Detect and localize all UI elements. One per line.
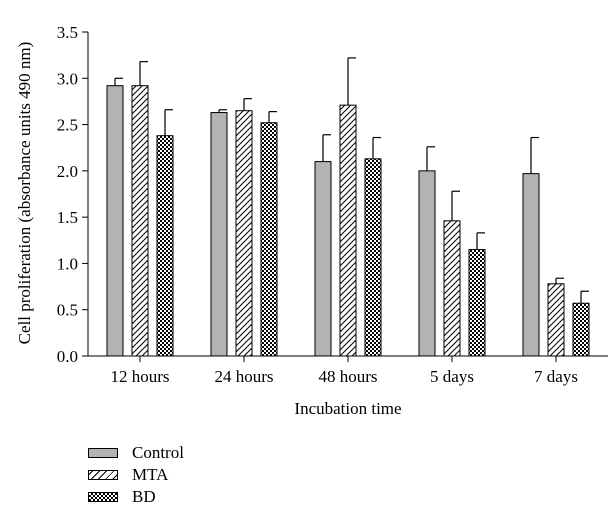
bar-control-1 — [106, 85, 124, 357]
bar-bd-3 — [364, 158, 382, 357]
legend-swatch-mta — [88, 470, 118, 480]
x-tick-label-4: 5 days — [430, 367, 474, 386]
bar-mta-4 — [443, 220, 461, 357]
y-tick-label-2: 0.5 — [57, 301, 78, 320]
bar-mta-5 — [547, 283, 565, 357]
y-tick-label-6: 2.5 — [57, 116, 78, 135]
y-tick-label-5: 2.0 — [57, 162, 78, 181]
y-tick-label-7: 3.0 — [57, 69, 78, 88]
bar-control-4 — [418, 170, 436, 357]
bar-control-3 — [314, 161, 332, 357]
legend-swatch-control — [88, 448, 118, 458]
x-tick-label-1: 12 hours — [110, 367, 169, 386]
legend-swatch-bd — [88, 492, 118, 502]
legend-label-bd: BD — [132, 487, 156, 506]
y-axis-title: Cell proliferation (absorbance units 490… — [15, 42, 34, 345]
bar-mta-2 — [235, 110, 253, 357]
x-tick-label-5: 7 days — [534, 367, 578, 386]
legend-label-control: Control — [132, 443, 184, 462]
legend-label-mta: MTA — [132, 465, 169, 484]
legend-item-bd: BD — [88, 486, 184, 508]
plot-area: 12 hours 24 hours 48 hours 5 days 7 days 0.0 0… — [57, 23, 608, 386]
bar-bd-4 — [468, 249, 486, 357]
legend: Control MTA BD — [88, 442, 184, 508]
y-tick-label-1: 0.0 — [57, 347, 78, 366]
y-tick-label-3: 1.0 — [57, 254, 78, 273]
bar-bd-5 — [572, 302, 590, 357]
bar-control-2 — [210, 112, 228, 357]
bar-mta-1 — [131, 85, 149, 357]
legend-item-mta: MTA — [88, 464, 184, 486]
y-tick-label-4: 1.5 — [57, 208, 78, 227]
x-tick-label-2: 24 hours — [214, 367, 273, 386]
bar-mta-3 — [339, 104, 357, 357]
bar-bd-2 — [260, 122, 278, 357]
x-tick-label-3: 48 hours — [318, 367, 377, 386]
y-tick-label-8: 3.5 — [57, 23, 78, 42]
x-axis-title: Incubation time — [294, 399, 401, 418]
bar-chart: 12 hours 24 hours 48 hours 5 days 7 days 0.0 0… — [15, 23, 608, 418]
legend-item-control: Control — [88, 442, 184, 464]
bar-bd-1 — [156, 135, 174, 357]
bar-control-5 — [522, 173, 540, 357]
